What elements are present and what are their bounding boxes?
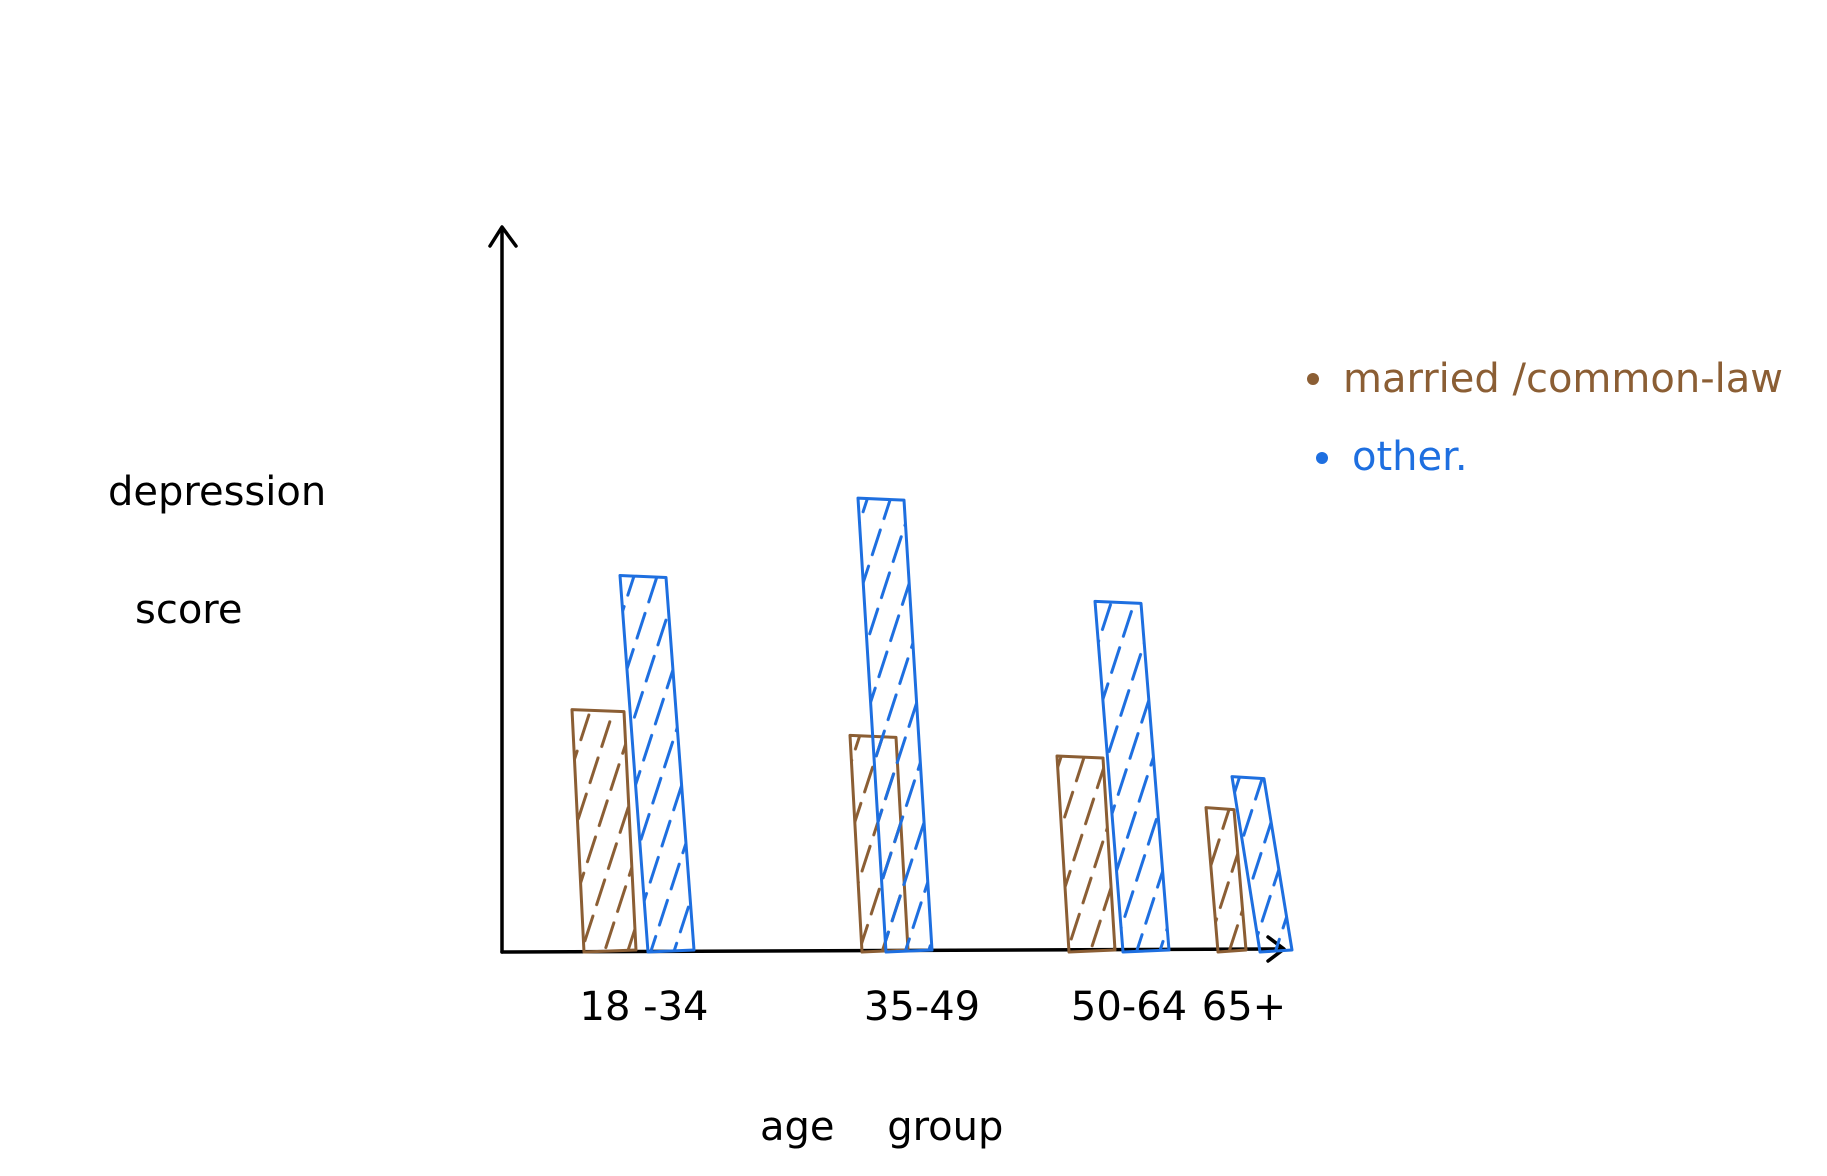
bar-married-group-3 — [1055, 754, 1117, 954]
bars-group — [570, 496, 1294, 954]
bar-other-group-4 — [1230, 775, 1294, 954]
x-tick-label-group-2: 35-49 — [864, 984, 980, 1030]
x-tick-label-group-1: 18 -34 — [580, 984, 709, 1030]
bar-other-group-2 — [856, 496, 934, 954]
y-axis-label-line-2: score — [135, 587, 242, 633]
y-axis-label-line-1: depression — [108, 469, 326, 515]
y-axis-arrow-icon — [488, 225, 518, 248]
x-tick-label-group-3: 50-64 — [1071, 984, 1187, 1030]
legend-label-married: married /common-law — [1343, 356, 1783, 402]
x-tick-label-group-4: 65+ — [1202, 984, 1286, 1030]
bar-married-group-4 — [1204, 806, 1248, 954]
bar-other-group-1 — [618, 574, 696, 954]
bar-other-group-3 — [1093, 599, 1171, 954]
legend: married /common-law other. — [1307, 356, 1783, 480]
x-axis-label: age group — [760, 1104, 1003, 1150]
x-tick-labels: 18 -34 35-49 50-64 65+ — [580, 984, 1287, 1030]
legend-marker-married — [1307, 373, 1319, 385]
legend-marker-other — [1316, 452, 1328, 464]
legend-label-other: other. — [1352, 434, 1468, 480]
bar-married-group-1 — [570, 708, 638, 954]
